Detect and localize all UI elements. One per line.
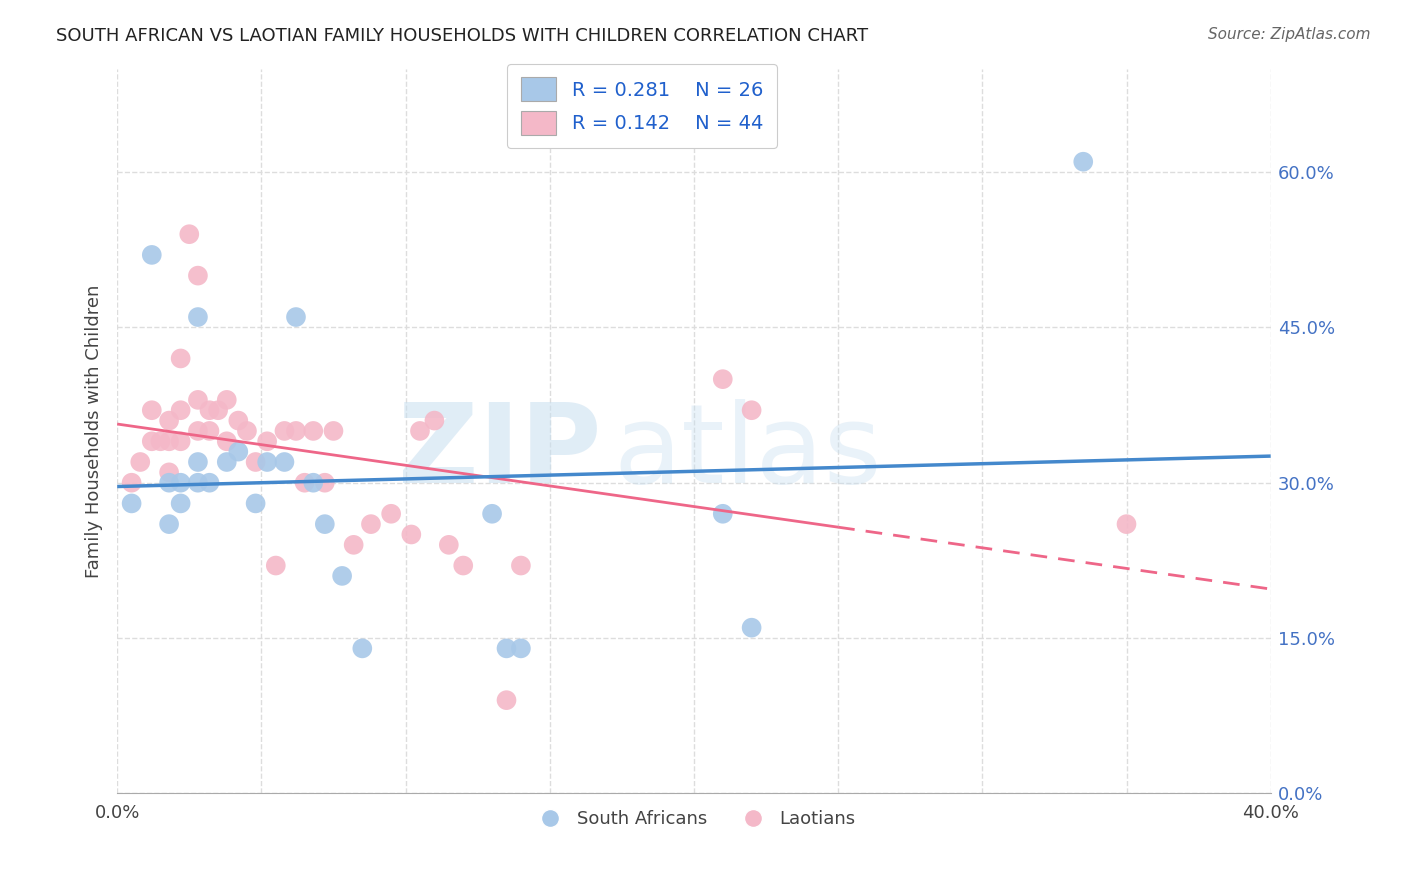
Text: ZIP: ZIP: [398, 400, 602, 506]
Point: [451, 558, 474, 573]
Point: [273, 455, 295, 469]
Point: [169, 475, 191, 490]
Point: [302, 424, 325, 438]
Point: [149, 434, 172, 449]
Point: [322, 424, 344, 438]
Point: [285, 310, 308, 324]
Point: [423, 414, 446, 428]
Point: [711, 507, 734, 521]
Point: [245, 455, 267, 469]
Point: [215, 434, 238, 449]
Point: [198, 403, 221, 417]
Point: [157, 414, 180, 428]
Point: [226, 414, 249, 428]
Point: [169, 434, 191, 449]
Text: atlas: atlas: [613, 400, 882, 506]
Point: [157, 517, 180, 532]
Point: [256, 455, 278, 469]
Point: [314, 475, 336, 490]
Point: [264, 558, 287, 573]
Point: [226, 444, 249, 458]
Point: [409, 424, 432, 438]
Point: [141, 403, 163, 417]
Point: [129, 455, 152, 469]
Point: [1115, 517, 1137, 532]
Point: [330, 569, 353, 583]
Point: [495, 693, 517, 707]
Point: [245, 496, 267, 510]
Point: [401, 527, 423, 541]
Point: [380, 507, 402, 521]
Point: [256, 434, 278, 449]
Point: [509, 558, 531, 573]
Point: [179, 227, 201, 242]
Point: [121, 475, 143, 490]
Point: [481, 507, 503, 521]
Point: [198, 424, 221, 438]
Point: [141, 248, 163, 262]
Point: [187, 268, 209, 283]
Point: [215, 392, 238, 407]
Y-axis label: Family Households with Children: Family Households with Children: [86, 285, 103, 578]
Point: [157, 475, 180, 490]
Point: [207, 403, 229, 417]
Point: [169, 403, 191, 417]
Point: [352, 641, 374, 656]
Point: [169, 496, 191, 510]
Point: [314, 517, 336, 532]
Point: [711, 372, 734, 386]
Legend: South Africans, Laotians: South Africans, Laotians: [524, 803, 863, 835]
Point: [273, 424, 295, 438]
Point: [285, 424, 308, 438]
Point: [741, 403, 763, 417]
Point: [236, 424, 259, 438]
Point: [157, 434, 180, 449]
Point: [302, 475, 325, 490]
Point: [121, 496, 143, 510]
Point: [187, 392, 209, 407]
Text: SOUTH AFRICAN VS LAOTIAN FAMILY HOUSEHOLDS WITH CHILDREN CORRELATION CHART: SOUTH AFRICAN VS LAOTIAN FAMILY HOUSEHOL…: [56, 27, 869, 45]
Point: [1071, 154, 1094, 169]
Point: [495, 641, 517, 656]
Text: Source: ZipAtlas.com: Source: ZipAtlas.com: [1208, 27, 1371, 42]
Point: [215, 455, 238, 469]
Point: [198, 475, 221, 490]
Point: [741, 621, 763, 635]
Point: [187, 455, 209, 469]
Point: [141, 434, 163, 449]
Point: [187, 310, 209, 324]
Point: [187, 475, 209, 490]
Point: [187, 424, 209, 438]
Point: [509, 641, 531, 656]
Point: [343, 538, 366, 552]
Point: [157, 466, 180, 480]
Point: [437, 538, 460, 552]
Point: [294, 475, 316, 490]
Point: [169, 351, 191, 366]
Point: [360, 517, 382, 532]
